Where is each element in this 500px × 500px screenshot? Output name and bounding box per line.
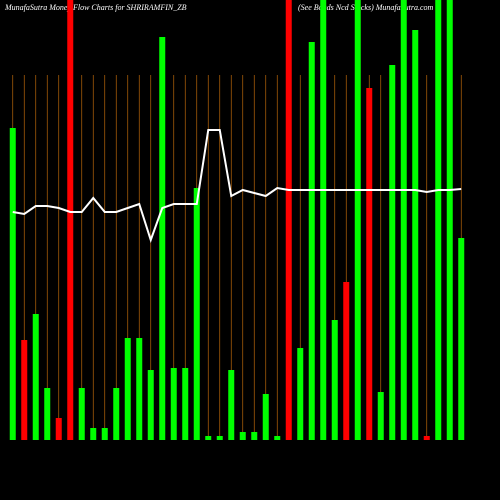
bar	[21, 340, 28, 440]
bar	[274, 436, 281, 440]
chart-subtitle: (See Bonds Ncd Stocks) MunafaSutra.com	[298, 3, 434, 12]
bar	[136, 338, 143, 440]
bar	[67, 0, 74, 440]
bar	[9, 128, 16, 440]
bar	[262, 394, 269, 440]
bar	[377, 392, 384, 440]
bar	[239, 432, 246, 440]
bar	[32, 314, 39, 440]
bar	[285, 0, 292, 440]
bar	[297, 348, 304, 440]
bar	[78, 388, 85, 440]
bar	[354, 0, 361, 440]
chart-title: MunafaSutra Money Flow Charts for SHRIRA…	[4, 3, 187, 12]
bar	[435, 0, 442, 440]
bar	[55, 418, 62, 440]
bar	[182, 368, 189, 440]
money-flow-line	[12, 129, 462, 244]
bar	[124, 338, 131, 440]
bar	[343, 282, 350, 440]
bar	[216, 436, 223, 440]
bar	[90, 428, 97, 440]
bar	[193, 188, 200, 440]
bar	[228, 370, 235, 440]
bar	[101, 428, 108, 440]
bar	[331, 320, 338, 440]
bar	[308, 42, 315, 440]
bar	[147, 370, 154, 440]
bar	[458, 238, 465, 440]
bar	[446, 0, 453, 440]
bar	[113, 388, 120, 440]
bar	[251, 432, 258, 440]
bar	[170, 368, 177, 440]
bar	[412, 30, 419, 440]
bar	[320, 0, 327, 440]
bar	[400, 0, 407, 440]
bar	[366, 88, 373, 440]
bar	[389, 65, 396, 440]
bar	[423, 436, 430, 440]
bar	[205, 436, 212, 440]
bar	[44, 388, 51, 440]
bar	[159, 37, 166, 440]
